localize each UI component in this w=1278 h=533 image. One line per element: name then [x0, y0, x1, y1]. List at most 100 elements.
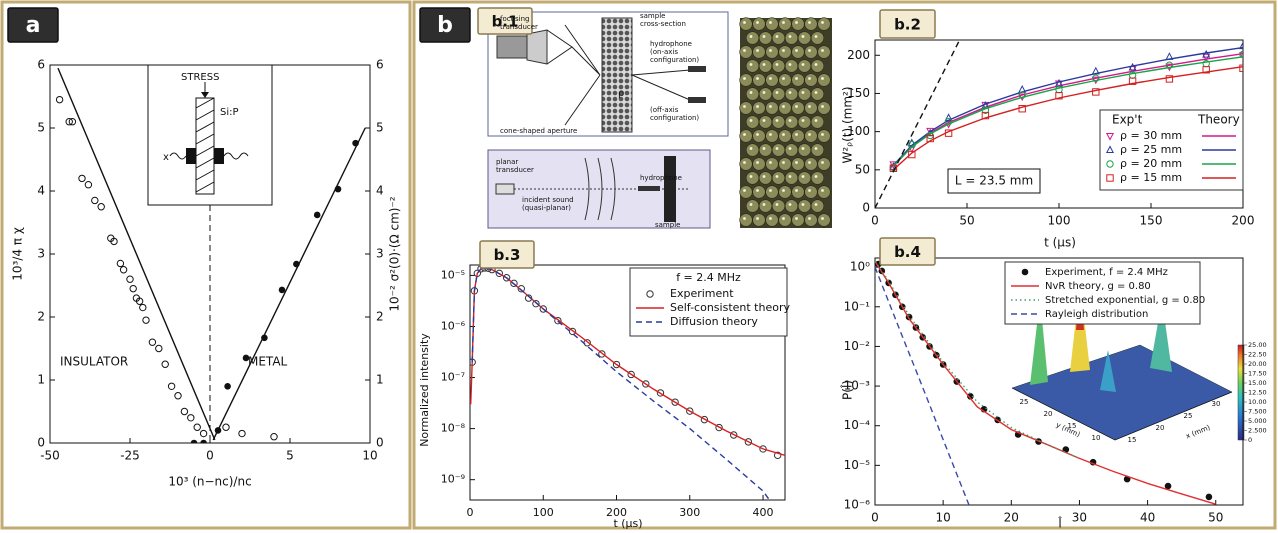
- bead-highlight: [762, 175, 766, 178]
- y2-tick-label: 2: [376, 310, 384, 324]
- bead-photo: [739, 17, 832, 228]
- x-tick-label: 150: [1140, 214, 1163, 228]
- y-tick-label: 0: [862, 201, 870, 215]
- panel-label-box: [479, 240, 535, 269]
- panel-label-box: [477, 7, 533, 35]
- x-axis-label: l̂: [1058, 516, 1062, 530]
- inset-tick-label: 20: [1044, 410, 1053, 418]
- bead-highlight: [821, 161, 824, 164]
- bead-highlight: [775, 147, 779, 150]
- y-tick-label: 10⁻⁵: [441, 268, 465, 281]
- diagram-text: sample: [640, 12, 665, 20]
- x-tick-label: 300: [679, 506, 700, 519]
- series-group: [875, 40, 1243, 208]
- stress-inset: [147, 64, 273, 443]
- bead-highlight: [749, 175, 753, 178]
- marker: [981, 111, 990, 120]
- y-tick-label: 1: [37, 373, 45, 387]
- colorbar-label: 17.50: [1248, 370, 1267, 378]
- bead: [817, 101, 831, 115]
- hydrophone: [688, 97, 706, 103]
- bead-highlight: [775, 175, 779, 178]
- plot-frame: [469, 264, 786, 501]
- marker: [1091, 66, 1100, 75]
- bead-highlight: [743, 161, 746, 164]
- panel-label-box: [419, 7, 471, 43]
- bead: [810, 59, 825, 73]
- panel-border: [412, 0, 1277, 530]
- x-tick-label: 200: [606, 506, 627, 519]
- y-tick-label: 10⁻²: [844, 339, 871, 353]
- y-tick-label: 10⁻¹: [844, 299, 871, 313]
- bead: [739, 45, 753, 59]
- bead: [804, 129, 818, 143]
- bead: [745, 199, 760, 213]
- diagram-text: (on-axis: [650, 48, 678, 56]
- bead: [778, 17, 792, 31]
- sample: [601, 17, 633, 133]
- diagram-text: (quasi-planar): [522, 204, 571, 212]
- marker: [199, 429, 208, 438]
- x-tick-label: 0: [871, 214, 879, 228]
- hatch: [195, 97, 215, 193]
- legend-label: ρ = 15 mm: [1120, 171, 1182, 184]
- bead: [771, 171, 786, 185]
- peak: [1150, 300, 1172, 372]
- bead-highlight: [801, 35, 805, 38]
- marker: [671, 398, 679, 406]
- marker: [1021, 268, 1029, 276]
- bead: [810, 143, 825, 157]
- bead: [791, 129, 805, 143]
- legend-label: Stretched exponential, g = 0.80: [1045, 295, 1205, 306]
- bead-highlight: [808, 217, 811, 220]
- bead: [771, 59, 786, 73]
- marker: [242, 354, 250, 362]
- bead-highlight: [814, 203, 818, 206]
- diagram-text: ρ: [618, 88, 624, 99]
- bead: [739, 17, 753, 31]
- marker: [200, 439, 207, 443]
- marker: [270, 433, 278, 441]
- bead-highlight: [795, 217, 798, 220]
- marker: [1128, 62, 1137, 71]
- bead: [804, 17, 818, 31]
- colorbar-label: 15.00: [1248, 379, 1267, 387]
- bead-highlight: [775, 35, 779, 38]
- transducer-head: [526, 29, 548, 65]
- bead: [765, 185, 779, 199]
- marker: [110, 237, 118, 246]
- bead: [758, 87, 773, 101]
- bead: [817, 45, 831, 59]
- marker: [238, 429, 246, 438]
- marker: [627, 370, 635, 379]
- bead-highlight: [814, 91, 818, 94]
- bead: [804, 213, 818, 227]
- series-group: [55, 67, 366, 443]
- bead: [817, 185, 831, 199]
- bead: [752, 185, 766, 199]
- bead: [758, 199, 773, 213]
- marker: [139, 303, 147, 312]
- y-tick-label: 10⁻³: [844, 379, 871, 393]
- legend-label: Rayleigh distribution: [1045, 309, 1148, 320]
- bead-highlight: [743, 217, 746, 220]
- bead: [791, 213, 805, 227]
- x-tick-label: -50: [40, 449, 60, 463]
- bead-highlight: [814, 35, 818, 38]
- annotation: STRESS: [181, 72, 219, 83]
- bead-highlight: [788, 63, 792, 66]
- bead: [752, 73, 766, 87]
- y-tick-label: 10⁻⁷: [441, 371, 465, 384]
- bead: [817, 213, 831, 227]
- bead: [778, 185, 792, 199]
- bead: [810, 115, 825, 129]
- marker: [1165, 75, 1174, 83]
- annotation-box: [947, 168, 1041, 194]
- bead: [765, 17, 779, 31]
- bead: [739, 129, 753, 143]
- arrow-head: [201, 92, 209, 98]
- bead-highlight: [749, 35, 753, 38]
- bead: [765, 129, 779, 143]
- colorbar-label: 10.00: [1248, 398, 1267, 406]
- marker: [656, 389, 665, 397]
